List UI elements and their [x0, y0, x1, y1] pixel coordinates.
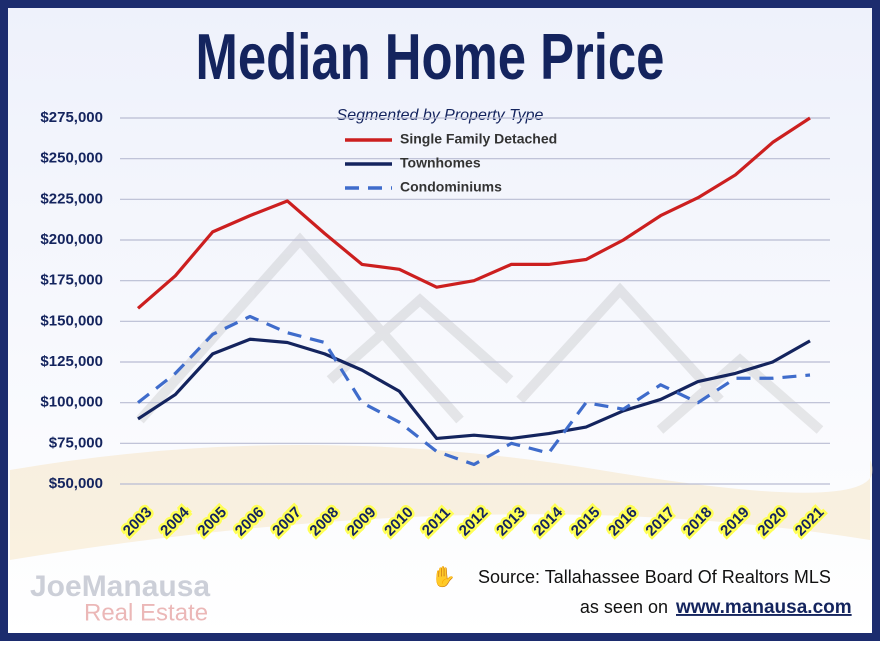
legend-label: Townhomes	[400, 155, 481, 171]
series-line	[136, 116, 811, 310]
y-tick-label: $250,000	[40, 150, 103, 167]
logo-subtitle: Real Estate	[84, 599, 208, 626]
source-icon: ✋	[431, 564, 456, 588]
chart-subtitle: Segmented by Property Type	[337, 107, 544, 124]
source: Source: Tallahassee Board Of Realtors ML…	[478, 567, 831, 587]
logo-name: JoeManausa	[30, 570, 210, 603]
y-tick-label: $50,000	[49, 475, 103, 492]
y-tick-label: $150,000	[40, 312, 103, 329]
legend-label: Single Family Detached	[400, 131, 557, 147]
legend-label: Condominiums	[400, 179, 502, 195]
website[interactable]: www.manausa.com	[675, 597, 852, 618]
background-swoosh	[10, 445, 873, 560]
y-tick-label: $75,000	[49, 434, 103, 451]
y-tick-label: $175,000	[40, 272, 103, 289]
y-tick-label: $275,000	[40, 109, 103, 126]
y-tick-label: $200,000	[40, 231, 103, 248]
series-line	[137, 337, 811, 441]
y-tick-label: $225,000	[40, 190, 103, 207]
y-tick-label: $125,000	[40, 353, 103, 370]
series-line	[137, 314, 811, 467]
chart-title: Median Home Price	[196, 21, 665, 93]
y-tick-label: $100,000	[40, 394, 103, 411]
website-prefix: as seen on	[580, 597, 668, 617]
